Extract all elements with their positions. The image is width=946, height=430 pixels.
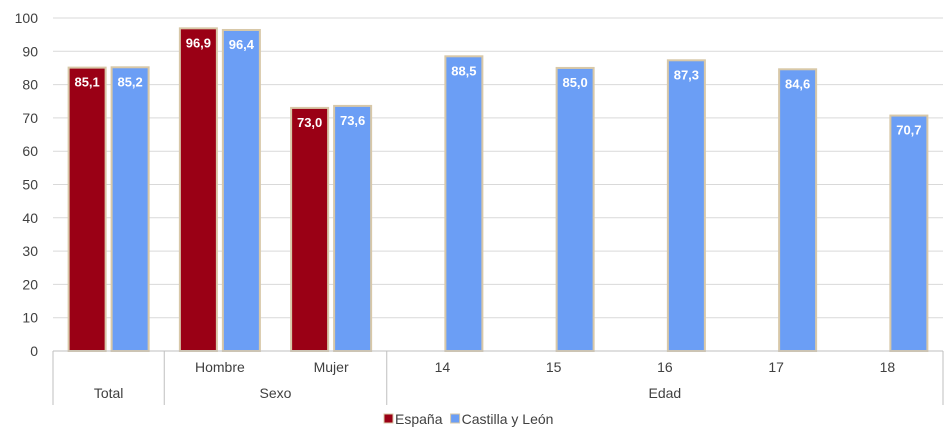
y-tick-label: 90	[22, 43, 38, 59]
data-label: 85,0	[562, 75, 587, 90]
bar	[555, 66, 595, 352]
x-tick-label: 18	[880, 359, 896, 375]
y-tick-label: 100	[15, 10, 39, 26]
y-tick-label: 10	[22, 310, 38, 326]
group-label: Sexo	[260, 385, 292, 401]
bar	[333, 104, 373, 352]
legend-label: Castilla y León	[462, 411, 554, 427]
bar	[444, 55, 484, 352]
y-axis-ticks: 0 10 20 30 40 50 60 70 80 90 100	[15, 10, 39, 359]
x-tick-label: 17	[768, 359, 784, 375]
data-label: 84,6	[785, 76, 810, 91]
group-label: Total	[94, 385, 124, 401]
legend-swatch	[450, 413, 461, 424]
x-tick-label: 16	[657, 359, 673, 375]
data-label: 87,3	[674, 67, 699, 82]
legend: España Castilla y León	[383, 411, 554, 427]
y-tick-label: 40	[22, 210, 38, 226]
bar	[290, 106, 330, 352]
data-label: 96,4	[229, 37, 255, 52]
data-label: 85,1	[74, 75, 99, 90]
x-tick-label: 14	[435, 359, 451, 375]
bar	[778, 68, 818, 352]
data-label: 96,9	[186, 35, 211, 50]
y-tick-label: 20	[22, 276, 38, 292]
data-label: 73,0	[297, 115, 322, 130]
bar	[221, 28, 261, 352]
y-tick-label: 50	[22, 177, 38, 193]
group-label: Edad	[649, 385, 682, 401]
category-axis: Total Hombre Mujer Sexo 14 15 16 17 18 Edad	[52, 350, 944, 405]
y-tick-label: 30	[22, 243, 38, 259]
bar	[889, 114, 929, 352]
x-tick-label: Mujer	[314, 359, 349, 375]
x-tick-label: 15	[546, 359, 562, 375]
data-labels: 85,1 85,2 96,9 96,4 73,0 73,6 88,5 85,0 87,3 84,6…	[74, 35, 921, 137]
data-label: 88,5	[451, 63, 476, 78]
y-tick-label: 80	[22, 77, 38, 93]
data-label: 73,6	[340, 113, 365, 128]
bar	[666, 59, 706, 353]
x-tick-label: Hombre	[195, 359, 245, 375]
bar	[67, 66, 107, 352]
data-label: 70,7	[896, 123, 921, 138]
y-tick-label: 60	[22, 143, 38, 159]
y-tick-label: 70	[22, 110, 38, 126]
y-tick-label: 0	[30, 343, 38, 359]
legend-swatch	[383, 413, 394, 424]
bar	[110, 66, 150, 352]
bar	[178, 27, 218, 353]
data-label: 85,2	[117, 74, 142, 89]
legend-label: España	[395, 411, 443, 427]
